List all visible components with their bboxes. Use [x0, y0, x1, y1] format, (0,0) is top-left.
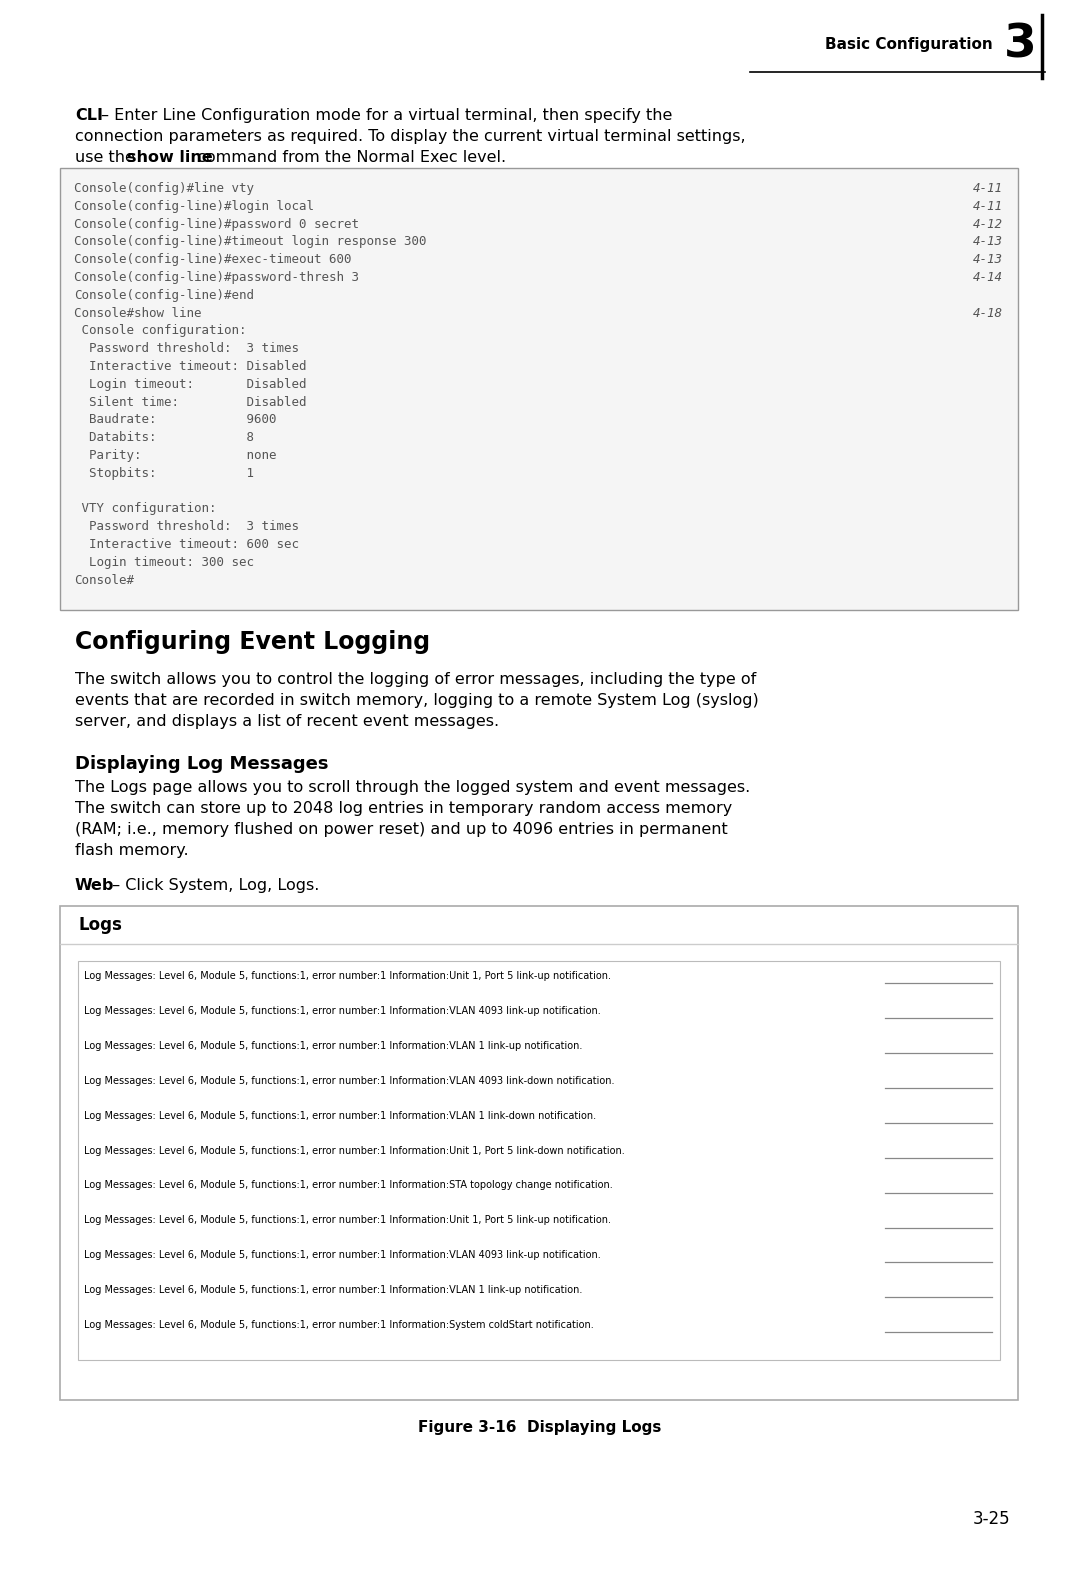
Text: The Logs page allows you to scroll through the logged system and event messages.: The Logs page allows you to scroll throu…: [75, 780, 751, 794]
Text: Log Messages: Level 6, Module 5, functions:1, error number:1 Information:VLAN 40: Log Messages: Level 6, Module 5, functio…: [84, 1250, 600, 1261]
Text: use the: use the: [75, 151, 140, 165]
Text: 4-14: 4-14: [973, 272, 1003, 284]
Text: – Enter Line Configuration mode for a virtual terminal, then specify the: – Enter Line Configuration mode for a vi…: [102, 108, 673, 122]
Text: 4-18: 4-18: [973, 306, 1003, 320]
Text: Log Messages: Level 6, Module 5, functions:1, error number:1 Information:VLAN 40: Log Messages: Level 6, Module 5, functio…: [84, 1075, 615, 1086]
Text: connection parameters as required. To display the current virtual terminal setti: connection parameters as required. To di…: [75, 129, 745, 144]
Text: 4-11: 4-11: [973, 199, 1003, 214]
Text: CLI: CLI: [75, 108, 103, 122]
Text: Interactive timeout: 600 sec: Interactive timeout: 600 sec: [75, 539, 299, 551]
Text: VTY configuration:: VTY configuration:: [75, 502, 216, 515]
Text: 3: 3: [1003, 22, 1037, 68]
Text: 4-13: 4-13: [973, 253, 1003, 267]
Text: Console(config)#line vty: Console(config)#line vty: [75, 182, 254, 195]
Text: Log Messages: Level 6, Module 5, functions:1, error number:1 Information:Unit 1,: Log Messages: Level 6, Module 5, functio…: [84, 1215, 611, 1225]
Text: The switch allows you to control the logging of error messages, including the ty: The switch allows you to control the log…: [75, 672, 756, 688]
Text: flash memory.: flash memory.: [75, 843, 189, 857]
Text: Figure 3-16  Displaying Logs: Figure 3-16 Displaying Logs: [418, 1419, 662, 1435]
Text: 4-11: 4-11: [973, 182, 1003, 195]
Bar: [78, 961, 1000, 1360]
Text: Console(config-line)#login local: Console(config-line)#login local: [75, 199, 314, 214]
Text: Displaying Log Messages: Displaying Log Messages: [75, 755, 328, 772]
Text: 4-12: 4-12: [973, 218, 1003, 231]
Text: Baudrate:            9600: Baudrate: 9600: [75, 413, 276, 427]
Text: Password threshold:  3 times: Password threshold: 3 times: [75, 520, 299, 534]
Text: 3-25: 3-25: [972, 1510, 1010, 1528]
Text: Log Messages: Level 6, Module 5, functions:1, error number:1 Information:VLAN 1 : Log Messages: Level 6, Module 5, functio…: [84, 1041, 582, 1050]
Text: Logs: Logs: [78, 915, 122, 934]
Text: Password threshold:  3 times: Password threshold: 3 times: [75, 342, 299, 355]
Text: Console#show line: Console#show line: [75, 306, 202, 320]
Text: Log Messages: Level 6, Module 5, functions:1, error number:1 Information:VLAN 40: Log Messages: Level 6, Module 5, functio…: [84, 1006, 600, 1016]
Text: Web: Web: [75, 878, 114, 893]
Text: Console(config-line)#password 0 secret: Console(config-line)#password 0 secret: [75, 218, 359, 231]
Text: Console configuration:: Console configuration:: [75, 325, 246, 338]
Text: 4-13: 4-13: [973, 236, 1003, 248]
Text: Basic Configuration: Basic Configuration: [825, 38, 993, 52]
Text: Databits:            8: Databits: 8: [75, 432, 254, 444]
Text: command from the Normal Exec level.: command from the Normal Exec level.: [192, 151, 507, 165]
Text: Stopbits:            1: Stopbits: 1: [75, 466, 254, 480]
Text: Configuring Event Logging: Configuring Event Logging: [75, 630, 430, 655]
Text: Log Messages: Level 6, Module 5, functions:1, error number:1 Information:STA top: Log Messages: Level 6, Module 5, functio…: [84, 1181, 612, 1190]
Text: Login timeout: 300 sec: Login timeout: 300 sec: [75, 556, 254, 568]
Text: Interactive timeout: Disabled: Interactive timeout: Disabled: [75, 360, 307, 374]
Text: Log Messages: Level 6, Module 5, functions:1, error number:1 Information:System : Log Messages: Level 6, Module 5, functio…: [84, 1320, 594, 1330]
Bar: [60, 906, 1018, 1400]
Text: (RAM; i.e., memory flushed on power reset) and up to 4096 entries in permanent: (RAM; i.e., memory flushed on power rese…: [75, 823, 728, 837]
Text: Console(config-line)#end: Console(config-line)#end: [75, 289, 254, 301]
Text: Console(config-line)#password-thresh 3: Console(config-line)#password-thresh 3: [75, 272, 359, 284]
Text: Log Messages: Level 6, Module 5, functions:1, error number:1 Information:VLAN 1 : Log Messages: Level 6, Module 5, functio…: [84, 1286, 582, 1295]
Bar: [60, 168, 1018, 611]
Text: – Click System, Log, Logs.: – Click System, Log, Logs.: [107, 878, 320, 893]
Text: Console(config-line)#exec-timeout 600: Console(config-line)#exec-timeout 600: [75, 253, 351, 267]
Text: Log Messages: Level 6, Module 5, functions:1, error number:1 Information:VLAN 1 : Log Messages: Level 6, Module 5, functio…: [84, 1110, 596, 1121]
Text: events that are recorded in switch memory, logging to a remote System Log (syslo: events that are recorded in switch memor…: [75, 692, 759, 708]
Text: Parity:              none: Parity: none: [75, 449, 276, 462]
Text: Console#: Console#: [75, 573, 134, 587]
Text: server, and displays a list of recent event messages.: server, and displays a list of recent ev…: [75, 714, 499, 728]
Text: The switch can store up to 2048 log entries in temporary random access memory: The switch can store up to 2048 log entr…: [75, 801, 732, 816]
Text: Silent time:         Disabled: Silent time: Disabled: [75, 396, 307, 408]
Text: Console(config-line)#timeout login response 300: Console(config-line)#timeout login respo…: [75, 236, 427, 248]
Text: Log Messages: Level 6, Module 5, functions:1, error number:1 Information:Unit 1,: Log Messages: Level 6, Module 5, functio…: [84, 970, 611, 981]
Text: Login timeout:       Disabled: Login timeout: Disabled: [75, 378, 307, 391]
Text: Log Messages: Level 6, Module 5, functions:1, error number:1 Information:Unit 1,: Log Messages: Level 6, Module 5, functio…: [84, 1146, 624, 1156]
Text: show line: show line: [127, 151, 213, 165]
